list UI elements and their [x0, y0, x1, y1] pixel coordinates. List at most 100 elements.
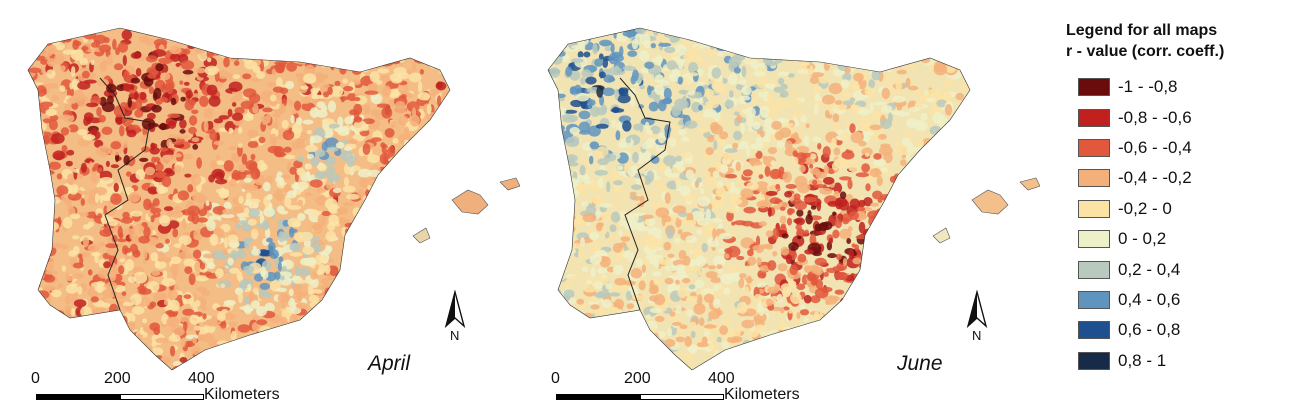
correlation-cell	[936, 99, 948, 108]
correlation-cell	[814, 223, 823, 232]
correlation-cell	[389, 222, 396, 234]
correlation-cell	[117, 226, 123, 238]
correlation-cell	[259, 288, 267, 298]
correlation-cell	[860, 263, 867, 274]
correlation-cell	[775, 183, 781, 190]
correlation-cell	[845, 48, 854, 54]
correlation-cell	[363, 28, 368, 35]
correlation-cell	[933, 53, 942, 58]
correlation-cell	[127, 348, 134, 354]
correlation-cell	[401, 265, 407, 276]
correlation-cell	[259, 28, 264, 29]
correlation-cell	[421, 143, 428, 155]
correlation-cell	[28, 67, 42, 74]
correlation-cell	[800, 309, 809, 316]
correlation-cell	[217, 70, 230, 80]
correlation-cell	[907, 212, 921, 223]
correlation-cell	[388, 324, 397, 335]
correlation-cell	[356, 356, 363, 361]
correlation-cell	[117, 321, 127, 326]
correlation-cell	[661, 98, 672, 105]
correlation-cell	[862, 343, 870, 352]
correlation-cell	[624, 328, 631, 336]
correlation-cell	[404, 47, 415, 52]
correlation-cell	[725, 173, 737, 179]
correlation-cell	[871, 368, 878, 370]
correlation-cell	[582, 212, 597, 223]
correlation-cell	[313, 242, 322, 254]
correlation-cell	[419, 69, 424, 75]
correlation-cell	[894, 210, 901, 216]
correlation-cell	[827, 253, 837, 259]
correlation-cell	[857, 317, 866, 322]
correlation-cell	[193, 293, 197, 302]
correlation-cell	[846, 298, 857, 307]
correlation-cell	[46, 58, 57, 67]
correlation-cell	[647, 193, 659, 198]
correlation-cell	[69, 213, 81, 220]
correlation-cell	[797, 253, 807, 263]
correlation-cell	[115, 114, 124, 126]
correlation-cell	[926, 170, 937, 177]
correlation-cell	[548, 85, 553, 92]
correlation-cell	[573, 333, 581, 341]
correlation-cell	[788, 352, 797, 363]
correlation-cell	[968, 126, 970, 136]
correlation-cell	[644, 217, 656, 227]
scale-bar-segment	[36, 394, 120, 400]
correlation-cell	[835, 198, 843, 210]
correlation-cell	[852, 28, 861, 32]
correlation-cell	[212, 353, 223, 365]
correlation-cell	[557, 34, 565, 39]
correlation-cell	[589, 155, 594, 165]
correlation-cell	[760, 130, 765, 138]
correlation-cell	[285, 328, 297, 335]
correlation-cell	[563, 231, 570, 240]
correlation-cell	[349, 283, 358, 290]
correlation-cell	[935, 135, 942, 145]
correlation-cell	[28, 314, 37, 324]
correlation-cell	[800, 327, 811, 339]
correlation-cell	[284, 196, 292, 208]
correlation-cell	[232, 28, 240, 29]
correlation-cell	[28, 162, 30, 168]
correlation-cell	[880, 196, 895, 201]
correlation-cell	[925, 312, 935, 324]
correlation-cell	[917, 51, 925, 56]
correlation-cell	[572, 28, 585, 32]
correlation-cell	[65, 347, 76, 354]
correlation-cell	[28, 345, 38, 352]
correlation-cell	[947, 185, 958, 196]
correlation-cell	[967, 98, 970, 105]
correlation-cell	[563, 249, 572, 262]
correlation-cell	[434, 197, 444, 207]
correlation-cell	[421, 264, 436, 271]
correlation-cell	[342, 44, 349, 54]
correlation-cell	[796, 209, 804, 217]
correlation-cell	[669, 137, 677, 148]
correlation-cell	[174, 206, 182, 211]
correlation-cell	[724, 148, 738, 153]
correlation-cell	[386, 228, 393, 235]
correlation-cell	[820, 28, 834, 35]
correlation-cell	[408, 225, 416, 235]
correlation-cell	[727, 73, 738, 86]
correlation-cell	[748, 356, 755, 363]
correlation-cell	[587, 125, 601, 137]
correlation-cell	[854, 315, 861, 320]
correlation-cell	[830, 45, 837, 52]
correlation-cell	[129, 84, 135, 90]
correlation-cell	[552, 279, 561, 286]
correlation-cell	[608, 52, 619, 65]
correlation-cell	[900, 159, 907, 167]
correlation-cell	[778, 201, 790, 209]
correlation-cell	[914, 190, 919, 201]
correlation-cell	[419, 330, 431, 336]
correlation-cell	[551, 245, 557, 250]
correlation-cell	[821, 363, 836, 370]
correlation-cell	[710, 124, 723, 135]
correlation-cell	[432, 212, 439, 221]
correlation-cell	[743, 104, 747, 109]
correlation-cell	[161, 175, 172, 187]
correlation-cell	[298, 267, 311, 277]
